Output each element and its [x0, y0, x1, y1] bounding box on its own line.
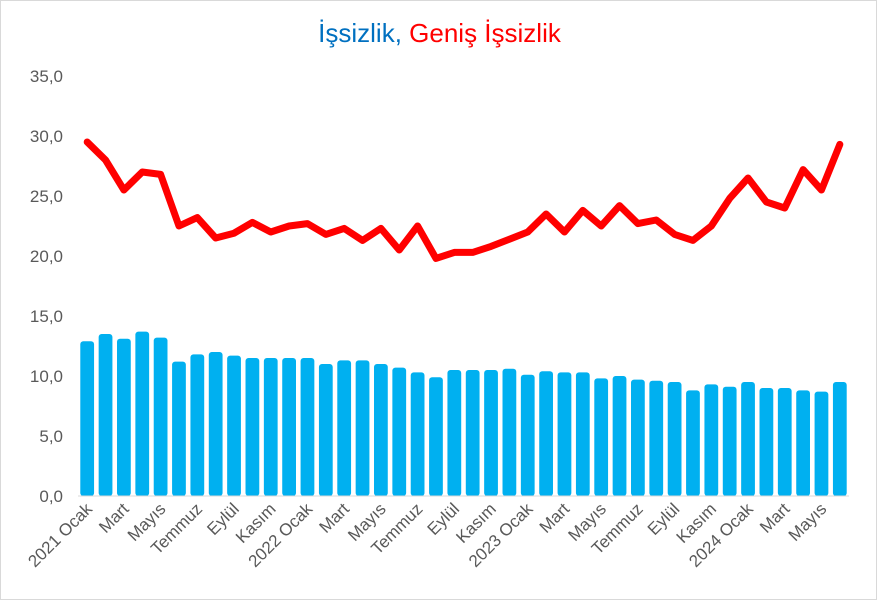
bar	[447, 370, 461, 496]
series-line	[87, 142, 840, 258]
bar	[117, 339, 131, 496]
bar	[539, 371, 553, 496]
bar	[154, 338, 168, 496]
bar	[337, 360, 351, 496]
bar	[172, 362, 186, 496]
bar	[649, 381, 663, 496]
bar	[613, 376, 627, 496]
bar	[503, 369, 517, 496]
bar	[392, 368, 406, 496]
bar	[594, 378, 608, 496]
bar	[227, 356, 241, 496]
bar	[668, 382, 682, 496]
bar	[80, 341, 94, 496]
bar	[466, 370, 480, 496]
bar	[484, 370, 498, 496]
bar	[833, 382, 847, 496]
y-tick-label: 25,0	[30, 187, 63, 206]
x-tick-label: 2021 Ocak	[24, 499, 96, 571]
bar	[209, 352, 223, 496]
y-tick-label: 5,0	[39, 427, 63, 446]
bar	[704, 384, 718, 496]
y-tick-label: 30,0	[30, 127, 63, 146]
bar	[631, 380, 645, 496]
bar	[760, 388, 774, 496]
bar	[796, 390, 810, 496]
y-tick-label: 35,0	[30, 67, 63, 86]
bar	[741, 382, 755, 496]
bar	[319, 364, 333, 496]
bar	[686, 390, 700, 496]
bar	[411, 372, 425, 496]
x-tick-label: Mayıs	[785, 499, 830, 544]
bar	[99, 334, 113, 496]
y-tick-label: 10,0	[30, 367, 63, 386]
bar	[723, 387, 737, 496]
bar	[356, 360, 370, 496]
bar	[429, 377, 443, 496]
bar	[521, 375, 535, 496]
bar	[815, 392, 829, 496]
bar	[558, 372, 572, 496]
y-tick-label: 20,0	[30, 247, 63, 266]
bar	[778, 388, 792, 496]
bar	[190, 354, 204, 496]
y-tick-label: 15,0	[30, 307, 63, 326]
bar	[301, 358, 315, 496]
bar	[246, 358, 260, 496]
bar	[264, 358, 278, 496]
bar	[282, 358, 296, 496]
bar	[135, 332, 149, 496]
y-tick-label: 0,0	[39, 487, 63, 506]
bar	[576, 372, 590, 496]
bar	[374, 364, 388, 496]
